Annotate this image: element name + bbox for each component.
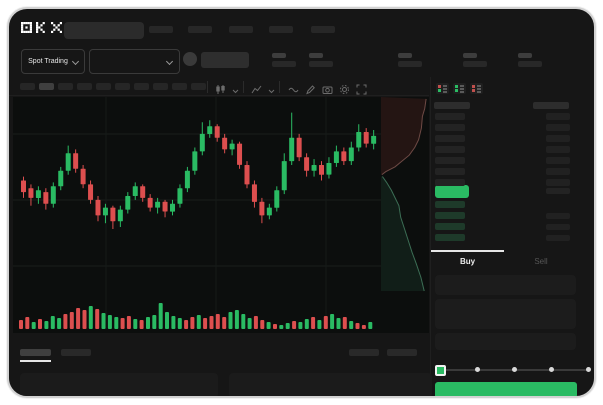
slider-step-dot[interactable] [511, 367, 517, 372]
slider-handle[interactable] [435, 365, 446, 376]
timeframe-button[interactable] [134, 83, 149, 90]
chevron-down-icon [165, 57, 174, 65]
tab-buy[interactable]: Buy [459, 256, 476, 266]
orderbook-ask-price[interactable] [435, 113, 465, 120]
ticker-stat-label [518, 53, 532, 58]
orderbook-bid-price[interactable] [435, 212, 465, 219]
coin-avatar [183, 52, 197, 66]
line-tool-icon[interactable] [288, 82, 299, 93]
ticker-stat-label [463, 53, 477, 58]
ticker-stat-value [463, 61, 487, 67]
ticker-stat-value [398, 61, 422, 67]
book-bids-icon[interactable] [453, 83, 466, 94]
nav-item[interactable] [311, 26, 335, 33]
bottom-link-placeholder[interactable] [349, 349, 379, 356]
slider-step-dot[interactable] [585, 367, 591, 372]
orderbook-ask-price[interactable] [435, 179, 465, 186]
orderbook-ask-amount[interactable] [546, 124, 570, 131]
timeframe-button[interactable] [20, 83, 35, 90]
orderbook-ask-amount[interactable] [546, 135, 570, 142]
book-both-icon[interactable] [436, 83, 449, 94]
timeframe-button[interactable] [153, 83, 168, 90]
toolbar-divider [279, 81, 280, 93]
orderbook-ask-amount[interactable] [546, 146, 570, 153]
order-total-field[interactable] [435, 333, 576, 350]
ticker-stat-label [272, 53, 286, 58]
bottom-link-placeholder[interactable] [387, 349, 417, 356]
app-window: Spot Trading Buy Sell [7, 7, 596, 398]
bottom-tab-orders[interactable] [20, 349, 51, 356]
timeframe-button[interactable] [39, 83, 54, 90]
panel-divider [430, 77, 431, 396]
orderbook-ask-price[interactable] [435, 135, 465, 142]
nav-item[interactable] [149, 26, 173, 33]
orderbook-ask-price[interactable] [435, 157, 465, 164]
candlestick-chart[interactable] [13, 97, 429, 333]
orderbook-bid-amount[interactable] [546, 235, 570, 241]
order-price-field[interactable] [435, 275, 576, 295]
orderbook-ask-amount[interactable] [546, 168, 570, 175]
timeframe-button[interactable] [115, 83, 130, 90]
ticker-stat-label [398, 53, 412, 58]
orderbook-ask-amount[interactable] [546, 179, 570, 186]
ticker-stat-value [272, 61, 296, 67]
order-history-panel [229, 373, 432, 396]
chevron-down-icon[interactable] [230, 84, 241, 95]
okx-logo [21, 22, 62, 33]
buy-button[interactable] [435, 382, 577, 396]
active-tab-underline [431, 250, 504, 252]
tab-sell[interactable]: Sell [534, 256, 548, 266]
toolbar-bottom-divider [9, 95, 429, 96]
slider-step-dot[interactable] [474, 367, 480, 372]
orderbook-ask-price[interactable] [435, 124, 465, 131]
fullscreen-icon[interactable] [356, 82, 367, 95]
last-price-badge[interactable] [435, 185, 469, 198]
chevron-down-icon [71, 57, 79, 65]
orderbook-bid-price[interactable] [435, 223, 465, 230]
timeframe-button[interactable] [191, 83, 206, 90]
toolbar-divider [243, 81, 244, 93]
ticker-stat-value [518, 61, 542, 67]
draw-icon[interactable] [305, 82, 316, 95]
market-type-dropdown[interactable]: Spot Trading [21, 49, 85, 74]
pair-select[interactable] [89, 49, 180, 74]
orderbook-header-amount [533, 102, 569, 109]
book-asks-icon[interactable] [470, 83, 483, 94]
bottom-tab-history[interactable] [61, 349, 91, 356]
orderbook-header-price [434, 102, 470, 109]
camera-icon[interactable] [322, 82, 333, 94]
pair-name-placeholder[interactable] [201, 52, 249, 68]
open-orders-panel [20, 373, 218, 396]
orderbook-ask-amount[interactable] [546, 157, 570, 164]
timeframe-button[interactable] [96, 83, 111, 90]
ticker-stat-label [309, 53, 323, 58]
orderbook-ask-amount[interactable] [546, 113, 570, 120]
orderbook-amount-placeholder [546, 188, 570, 194]
bottom-active-tab-underline [20, 360, 51, 362]
timeframe-button[interactable] [58, 83, 73, 90]
timeframe-button[interactable] [77, 83, 92, 90]
settings-icon[interactable] [339, 82, 350, 94]
orderbook-bid-amount[interactable] [546, 224, 570, 230]
orderbook-ask-price[interactable] [435, 168, 465, 175]
indicator-icon[interactable] [251, 82, 262, 94]
toolbar-divider [207, 81, 208, 93]
chevron-down-icon[interactable] [266, 84, 277, 95]
nav-item[interactable] [269, 26, 293, 33]
orderbook-bid-amount[interactable] [546, 213, 570, 219]
timeframe-button[interactable] [172, 83, 187, 90]
nav-item[interactable] [229, 26, 253, 33]
orderbook-bid-price[interactable] [435, 201, 465, 208]
order-amount-field[interactable] [435, 299, 576, 329]
market-type-label: Spot Trading [28, 58, 68, 65]
search-input[interactable] [64, 22, 144, 39]
slider-step-dot[interactable] [548, 367, 554, 372]
orderbook-bid-price[interactable] [435, 234, 465, 241]
candles-icon[interactable] [215, 82, 226, 94]
orderbook-ask-price[interactable] [435, 146, 465, 153]
ticker-stat-value [309, 61, 333, 67]
nav-item[interactable] [188, 26, 212, 33]
